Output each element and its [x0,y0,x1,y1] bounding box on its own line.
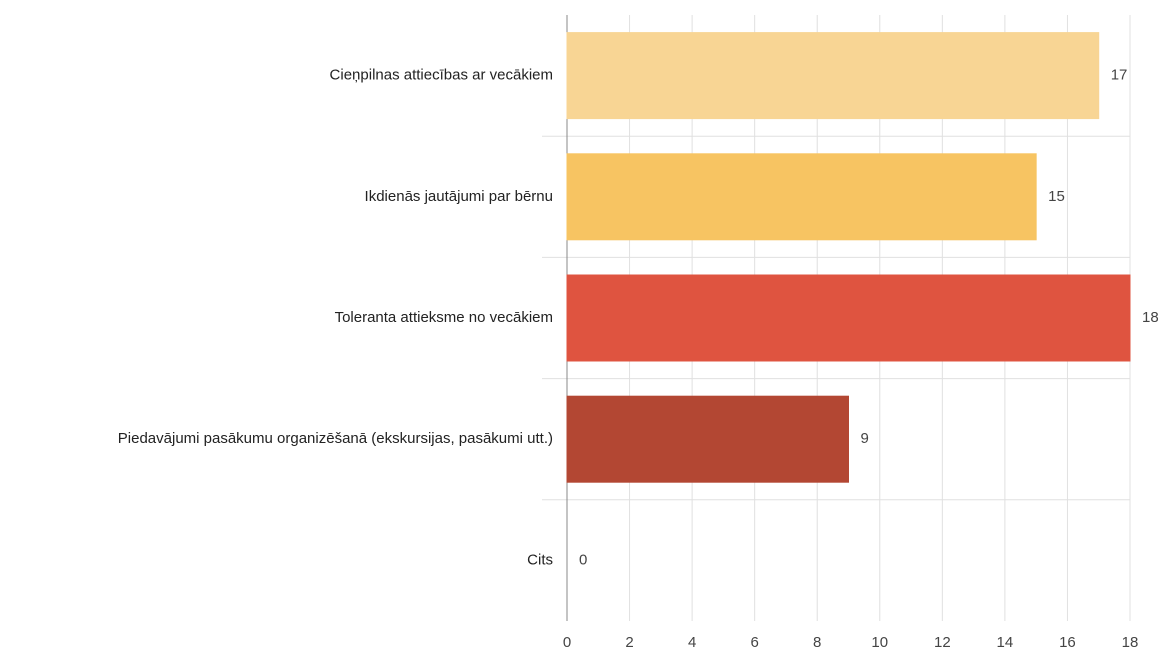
data-label: 18 [1142,309,1159,326]
bar [566,395,849,483]
y-tick-label: Toleranta attieksme no vecākiem [335,309,553,326]
bar [566,32,1100,120]
bar [566,153,1037,241]
x-tick-label: 8 [813,634,821,650]
x-tick-label: 4 [688,634,696,650]
y-tick-label: Cieņpilnas attiecības ar vecākiem [330,67,553,84]
x-tick-label: 6 [750,634,758,650]
data-label: 17 [1111,67,1128,84]
data-label: 15 [1048,188,1065,205]
y-tick-label: Piedavājumi pasākumu organizēšanā (eksku… [118,430,553,447]
bar [566,274,1131,362]
y-tick-label: Cits [527,551,553,568]
data-label: 0 [579,551,587,568]
x-tick-label: 16 [1059,634,1076,650]
x-tick-label: 2 [625,634,633,650]
x-tick-label: 0 [563,634,571,650]
x-tick-label: 14 [997,634,1014,650]
x-tick-label: 12 [934,634,951,650]
y-tick-label: Ikdienās jautājumi par bērnu [365,188,553,205]
x-tick-label: 18 [1122,634,1139,650]
data-label: 9 [861,430,869,447]
x-tick-label: 10 [871,634,888,650]
